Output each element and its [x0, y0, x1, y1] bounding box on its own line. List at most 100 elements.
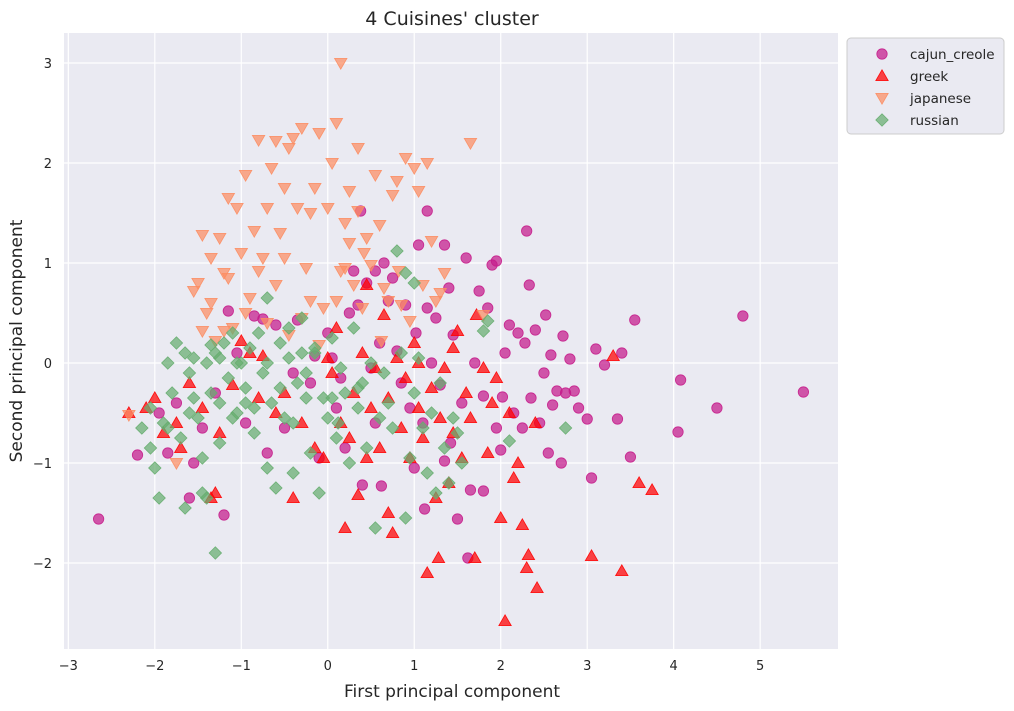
- data-point: [496, 391, 509, 403]
- data-point: [299, 366, 313, 380]
- data-point: [348, 265, 360, 277]
- data-point: [450, 323, 465, 337]
- data-point: [407, 276, 422, 290]
- data-point: [212, 396, 227, 410]
- data-point: [416, 421, 430, 435]
- x-tick-label: 0: [324, 659, 332, 674]
- data-point: [295, 346, 309, 360]
- data-point: [797, 386, 810, 398]
- data-point: [195, 325, 210, 339]
- data-point: [338, 217, 352, 231]
- data-point: [165, 386, 179, 400]
- data-point: [238, 396, 253, 410]
- data-point: [464, 484, 477, 496]
- data-point: [351, 381, 365, 395]
- data-point: [333, 361, 348, 375]
- legend-label: japanese: [909, 91, 971, 107]
- data-point: [131, 449, 144, 461]
- data-point: [351, 205, 365, 219]
- data-point: [152, 491, 166, 505]
- data-point: [320, 350, 335, 364]
- y-tick-labels: −2 −1 0 1 2 3: [33, 57, 52, 572]
- data-point: [247, 225, 262, 239]
- data-point: [260, 202, 275, 216]
- x-tick-label: 4: [670, 659, 678, 674]
- y-tick-label: 2: [44, 157, 52, 172]
- data-point: [433, 287, 448, 301]
- data-point: [170, 397, 183, 409]
- data-point: [387, 272, 399, 284]
- data-point: [256, 366, 270, 380]
- legend-marker: [875, 92, 889, 106]
- data-point: [390, 175, 404, 189]
- legend-marker: [875, 68, 889, 82]
- data-point: [325, 331, 339, 345]
- data-point: [493, 510, 508, 524]
- data-point: [143, 401, 158, 415]
- data-point: [368, 169, 383, 183]
- data-point: [459, 385, 474, 399]
- data-point: [451, 513, 464, 525]
- data-point: [521, 547, 536, 561]
- data-point: [385, 525, 400, 539]
- legend-marker: [875, 113, 889, 127]
- data-point: [519, 560, 534, 574]
- data-point: [581, 413, 593, 425]
- data-point: [381, 396, 396, 410]
- data-point: [555, 457, 567, 469]
- data-point: [359, 232, 374, 246]
- data-point: [182, 406, 197, 420]
- data-point: [221, 192, 236, 206]
- data-point: [547, 399, 559, 411]
- y-tick-label: 1: [44, 257, 52, 272]
- data-point: [251, 134, 266, 148]
- data-point: [338, 386, 352, 400]
- data-point: [450, 426, 465, 440]
- data-point: [359, 450, 374, 464]
- data-point: [221, 371, 236, 385]
- x-tick-label: 5: [756, 659, 764, 674]
- data-point: [359, 441, 374, 455]
- data-point: [624, 451, 637, 463]
- data-point: [342, 185, 357, 199]
- y-tick-label: 3: [44, 57, 52, 72]
- data-point: [528, 415, 543, 429]
- data-point: [403, 315, 417, 329]
- data-point: [530, 580, 544, 594]
- data-point: [320, 411, 335, 425]
- data-point: [299, 391, 313, 405]
- data-point: [169, 336, 184, 350]
- data-point: [502, 405, 517, 419]
- data-point: [199, 491, 214, 505]
- data-point: [329, 431, 344, 445]
- data-point: [251, 265, 266, 279]
- data-point: [737, 310, 749, 322]
- data-point: [477, 485, 490, 497]
- data-point: [329, 320, 344, 334]
- data-point: [308, 341, 322, 355]
- data-point: [512, 327, 524, 339]
- data-point: [304, 377, 317, 389]
- data-point: [506, 470, 521, 484]
- x-tick-label: −3: [59, 659, 78, 674]
- data-point: [463, 410, 478, 424]
- data-point: [521, 225, 533, 237]
- plot-area: [64, 33, 838, 649]
- data-point: [412, 239, 425, 251]
- data-point: [153, 407, 165, 419]
- data-point: [230, 202, 244, 216]
- data-point: [557, 330, 569, 342]
- data-point: [303, 446, 318, 460]
- data-point: [438, 455, 451, 467]
- data-point: [195, 451, 210, 465]
- data-point: [390, 244, 404, 258]
- data-point: [273, 381, 287, 395]
- data-point: [446, 340, 461, 354]
- data-point: [499, 347, 511, 359]
- data-point: [135, 421, 149, 435]
- data-point: [558, 421, 573, 435]
- data-point: [225, 411, 240, 425]
- data-point: [355, 302, 370, 316]
